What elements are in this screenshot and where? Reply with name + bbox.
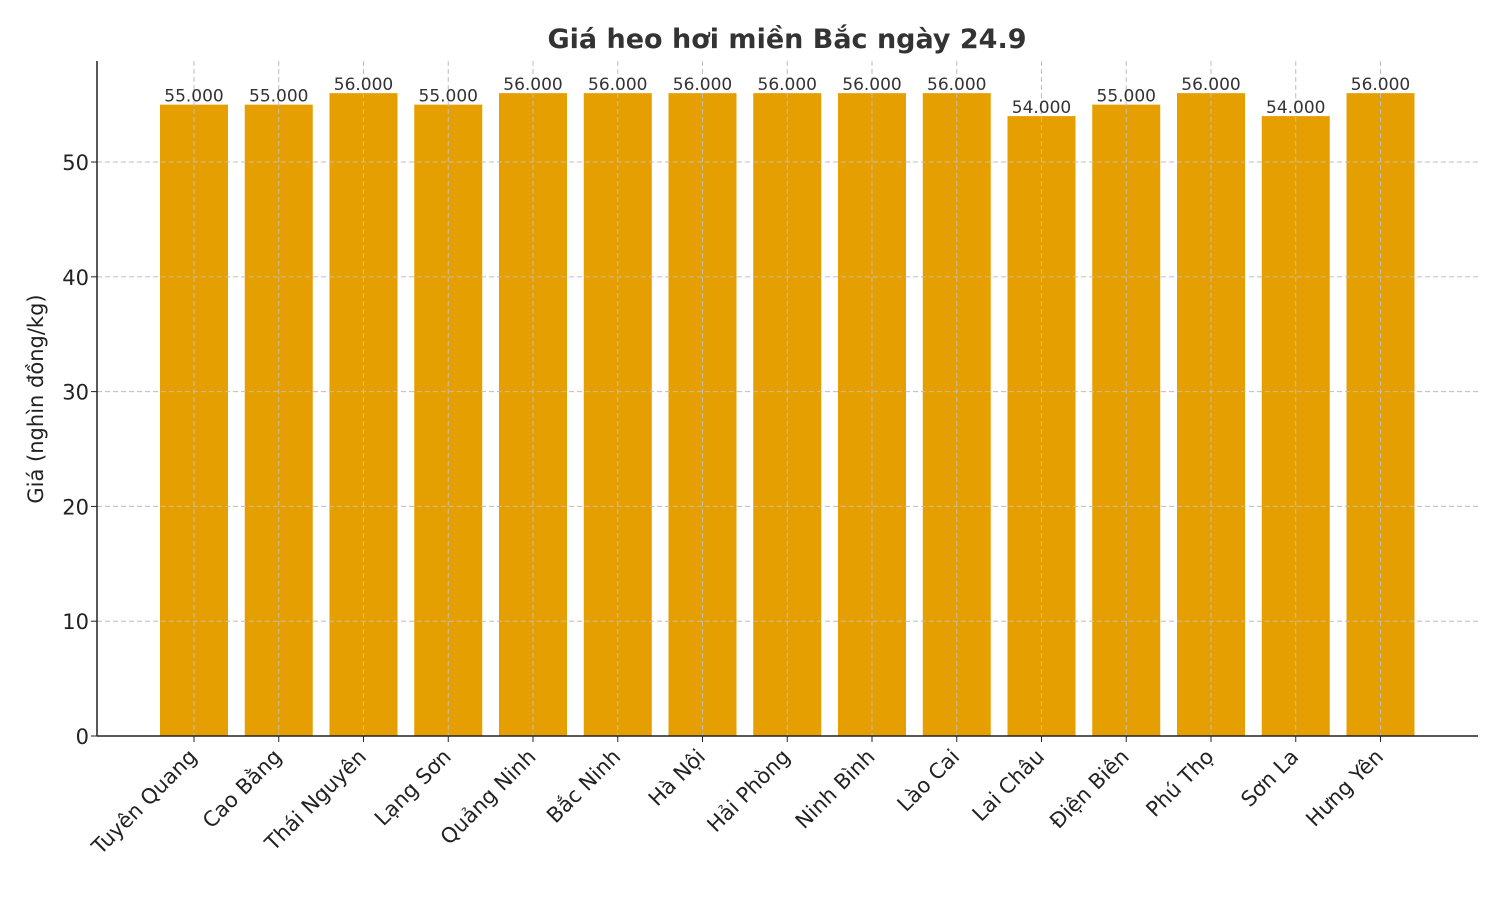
x-tick-label: Lạng Sơn (370, 745, 456, 831)
data-label: 56.000 (927, 75, 986, 95)
y-tick-labels: 0 10 20 30 40 50 (62, 151, 89, 749)
data-label: 55.000 (1097, 87, 1156, 107)
data-label: 56.000 (503, 75, 562, 95)
data-label: 55.000 (249, 87, 308, 107)
y-tick-label: 0 (76, 725, 89, 749)
x-tick-label: Sơn La (1236, 745, 1303, 812)
data-label: 55.000 (419, 87, 478, 107)
x-tick-label: Tuyên Quang (87, 745, 202, 860)
data-label: 54.000 (1012, 98, 1071, 118)
x-tick-label: Lai Châu (968, 745, 1049, 826)
data-label: 56.000 (758, 75, 817, 95)
y-axis-label: Giá (nghìn đồng/kg) (24, 294, 48, 503)
data-label: 56.000 (1181, 75, 1240, 95)
y-tick-label: 30 (62, 381, 89, 405)
x-tick-label: Điện Biên (1045, 745, 1134, 834)
data-label: 56.000 (673, 75, 732, 95)
data-label: 56.000 (842, 75, 901, 95)
data-label: 56.000 (1351, 75, 1410, 95)
data-label: 54.000 (1266, 98, 1325, 118)
y-tick-label: 40 (62, 266, 89, 290)
x-tick-label: Lào Cai (893, 745, 965, 817)
data-label: 56.000 (334, 75, 393, 95)
y-tick-label: 20 (62, 495, 89, 519)
axes (91, 61, 1478, 742)
x-tick-label: Hải Phòng (702, 745, 794, 837)
y-tick-label: 10 (62, 610, 89, 634)
data-label: 55.000 (164, 87, 223, 107)
x-tick-label: Hưng Yên (1301, 745, 1388, 832)
grid (97, 61, 1478, 736)
x-tick-label: Phú Thọ (1141, 745, 1218, 822)
y-tick-label: 50 (62, 151, 89, 175)
x-tick-label: Cao Bằng (198, 745, 286, 833)
data-labels: 55.000 55.000 56.000 55.000 56.000 56.000 56.0… (164, 75, 1410, 118)
x-tick-label: Hà Nội (644, 745, 710, 811)
x-tick-label: Bắc Ninh (542, 745, 625, 828)
data-label: 56.000 (588, 75, 647, 95)
chart-title: Giá heo hơi miền Bắc ngày 24.9 (547, 24, 1026, 55)
x-tick-label: Ninh Bình (791, 745, 880, 834)
